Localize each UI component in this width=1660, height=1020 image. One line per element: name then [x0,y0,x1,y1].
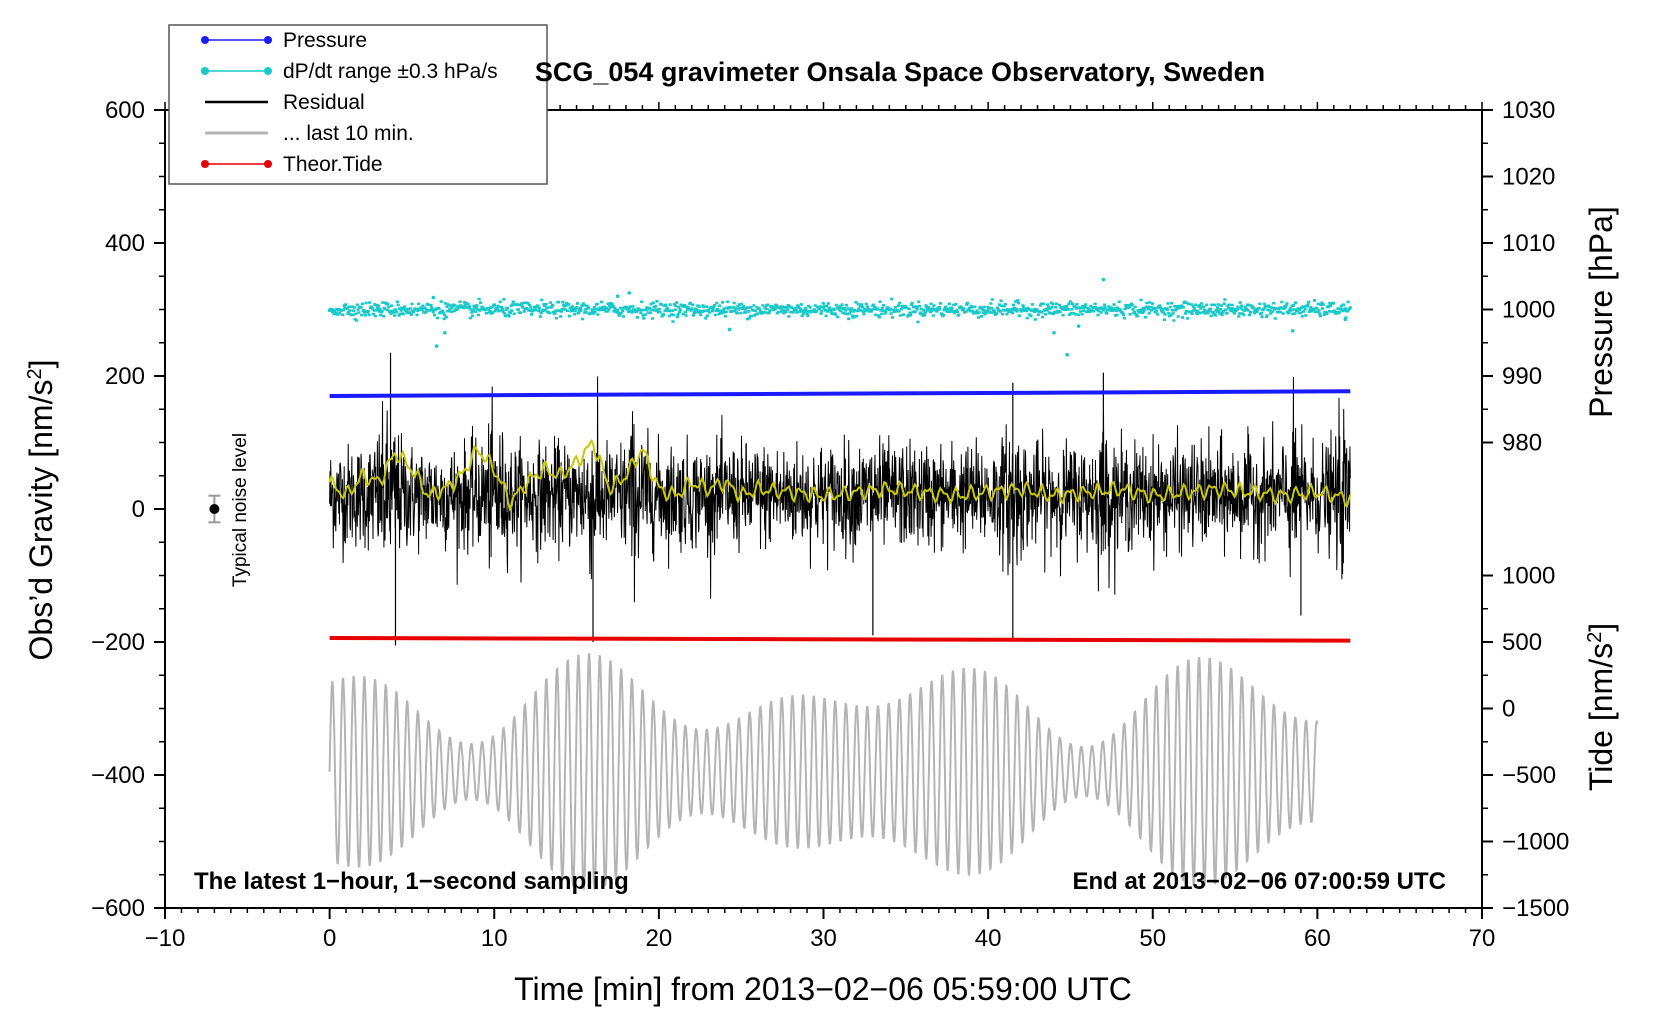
dpdt-outlier-point [443,330,447,335]
legend-label: Theor.Tide [283,153,383,176]
dpdt-outlier-point [615,294,620,299]
tide-axis-title: Tide [nm/s2] [1583,623,1619,791]
legend-marker-left [201,67,209,75]
pressure-series-line [329,389,1351,398]
data-layer [208,277,1352,890]
y-axis-title-end: ] [23,360,59,369]
y-tick-label: −200 [91,629,145,656]
x-tick-label: 30 [810,925,837,952]
legend-box [168,24,548,185]
tide-tick-label: 0 [1502,696,1515,723]
tide-axis-title-main: Tide [nm/s [1583,643,1619,791]
chart-title: SCG_054 gravimeter Onsala Space Observat… [535,57,1265,87]
tide-series-line [329,636,1351,643]
legend-marker-right [264,160,272,168]
dpdt-outlier-point [1343,317,1348,322]
dpdt-outlier-point [627,291,632,295]
pressure-tick-label: 1020 [1502,164,1555,191]
x-tick-label: 50 [1139,925,1166,952]
dpdt-outlier-point [1290,328,1295,333]
x-tick-label: 20 [646,925,673,952]
y-tick-label: −600 [91,895,145,922]
tide-axis-title-end: ] [1583,623,1619,632]
y-tick-label: 400 [105,230,145,257]
legend-marker-left [201,160,209,168]
legend-label: Pressure [283,29,367,52]
legend-label: Residual [283,91,365,114]
noise-marker-point [209,504,220,514]
x-tick-label: 40 [975,925,1002,952]
dpdt-outlier-point [434,344,439,348]
x-tick-label: −10 [145,925,186,952]
x-tick-label: 70 [1469,925,1496,952]
footer-right-text: End at 2013−02−06 07:00:59 UTC [1072,868,1446,895]
pressure-tick-label: 1010 [1502,230,1555,257]
dpdt-outlier-point [431,295,436,300]
tide-tick-label: −500 [1502,762,1556,789]
last-10-min-line [328,653,1319,890]
legend-marker-left [201,36,209,44]
y-axis-title-main: Obs’d Gravity [nm/s [23,380,59,661]
legend-label: dP/dt range ±0.3 hPa/s [283,60,498,83]
pressure-tick-label: 980 [1502,430,1542,457]
legend: Pressure dP/dt range ±0.3 hPa/s Residual..… [168,24,548,185]
x-tick-label: 10 [481,925,508,952]
dpdt-outlier-point [727,327,732,332]
y-tick-label: 0 [132,496,145,523]
tide-tick-label: 1000 [1502,563,1555,590]
pressure-axis-title: Pressure [hPa] [1583,206,1619,418]
x-tick-label: 60 [1304,925,1331,952]
x-axis-title: Time [min] from 2013−02−06 05:59:00 UTC [514,971,1132,1007]
x-tick-label: 0 [323,925,336,952]
dpdt-outlier-point [1076,324,1081,328]
pressure-tick-label: 1000 [1502,297,1555,324]
tide-tick-label: 500 [1502,629,1542,656]
dpdt-outlier-point [1101,277,1106,282]
legend-label: ... last 10 min. [283,122,414,145]
y-tick-label: 200 [105,363,145,390]
legend-marker-right [264,36,272,44]
tide-axis-title-sup: 2 [1584,632,1606,643]
footer-left-text: The latest 1−hour, 1−second sampling [194,868,629,895]
pressure-tick-label: 990 [1502,363,1542,390]
tide-tick-label: −1000 [1502,829,1569,856]
smoothed-residual-line [328,438,1352,513]
tide-tick-label: −1500 [1502,895,1569,922]
y-tick-label: 600 [105,97,145,124]
y-axis-title: Obs’d Gravity [nm/s2] [23,360,59,661]
residual-series-line [329,376,1351,603]
dpdt-outlier-point [1052,330,1056,335]
pressure-tick-label: 1030 [1502,97,1555,124]
tick-layer: −10 0 10 20 30 40 50 60 706004002000−200−400−600… [91,97,1569,952]
dpdt-scatter-points [328,297,1352,324]
y-axis-title-sup: 2 [24,368,46,379]
noise-level-label: Typical noise level [230,433,251,587]
legend-marker-right [264,67,272,75]
y-tick-label: −400 [91,762,145,789]
dpdt-outlier-point [1065,352,1069,357]
